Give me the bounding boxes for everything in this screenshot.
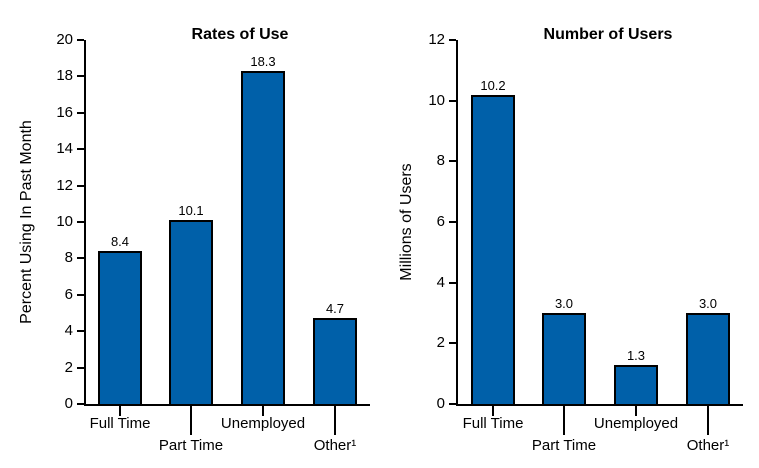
- y-tick: [449, 39, 456, 41]
- bar-value-label: 10.1: [178, 203, 204, 219]
- y-tick: [449, 99, 456, 102]
- y-tick: [449, 221, 456, 223]
- y-tick: [77, 366, 84, 369]
- y-tick-label: 8: [436, 152, 445, 170]
- y-tick-label: 4: [436, 273, 445, 291]
- y-tick: [77, 293, 84, 296]
- y-tick-label: 6: [64, 285, 73, 303]
- y-tick-label: 10: [56, 213, 73, 230]
- x-tick: [119, 406, 121, 416]
- y-tick: [77, 221, 84, 223]
- y-tick-label: 2: [64, 358, 73, 376]
- y-tick-label: 14: [56, 140, 73, 158]
- x-category-label: Other¹: [313, 437, 357, 454]
- x-tick: [262, 406, 264, 416]
- x-tick: [707, 406, 709, 435]
- chart-title: Rates of Use: [191, 26, 289, 44]
- x-category-label: Full Time: [462, 415, 524, 432]
- y-tick: [77, 184, 84, 187]
- y-tick: [77, 75, 84, 78]
- bar: [471, 94, 515, 406]
- bar: [614, 364, 658, 406]
- y-tick-label: 2: [436, 334, 445, 352]
- y-tick-label: 20: [56, 31, 73, 48]
- bar-value-label: 3.0: [698, 296, 718, 311]
- bar: [313, 318, 357, 406]
- x-category-label: Part Time: [531, 437, 597, 454]
- y-tick-label: 18: [56, 67, 73, 85]
- x-category-label: Other¹: [686, 437, 730, 454]
- bar: [686, 313, 730, 406]
- bar-value-label: 8.4: [110, 234, 130, 250]
- y-tick-label: 12: [56, 176, 73, 194]
- y-tick: [449, 403, 456, 405]
- bar-value-label: 18.3: [250, 53, 276, 69]
- x-category-label: Unemployed: [220, 415, 306, 432]
- y-tick-label: 10: [428, 91, 445, 109]
- x-tick: [334, 406, 336, 435]
- y-axis-line: [456, 40, 458, 406]
- x-axis-line: [456, 404, 743, 406]
- y-tick-label: 16: [56, 103, 73, 121]
- bar-value-label: 1.3: [626, 347, 646, 363]
- y-tick-label: 0: [436, 395, 445, 412]
- y-tick: [77, 148, 84, 151]
- y-tick-label: 0: [64, 395, 73, 412]
- bar-value-label: 10.2: [480, 77, 506, 93]
- y-tick-label: 6: [436, 213, 445, 230]
- chart-title: Number of Users: [543, 26, 673, 44]
- bar-value-label: 3.0: [554, 296, 574, 311]
- x-category-label: Unemployed: [593, 415, 679, 432]
- y-axis-line: [84, 40, 86, 406]
- y-tick: [77, 403, 84, 405]
- bar: [98, 251, 142, 406]
- y-tick: [449, 281, 456, 284]
- x-tick: [635, 406, 637, 416]
- x-category-label: Part Time: [158, 437, 224, 454]
- y-tick: [77, 111, 84, 114]
- x-category-label: Full Time: [89, 415, 151, 432]
- y-tick: [77, 330, 84, 333]
- bar: [169, 220, 213, 406]
- y-tick-label: 8: [64, 249, 73, 267]
- bar: [542, 313, 586, 406]
- x-axis-line: [84, 404, 370, 406]
- y-tick: [449, 160, 456, 163]
- x-tick: [190, 406, 192, 435]
- x-tick: [563, 406, 565, 435]
- y-tick-label: 4: [64, 322, 73, 340]
- y-tick-label: 12: [428, 31, 445, 48]
- y-tick: [77, 39, 84, 41]
- bar: [241, 70, 285, 406]
- x-tick: [492, 406, 494, 416]
- y-tick: [449, 342, 456, 345]
- y-tick: [77, 257, 84, 260]
- bar-value-label: 4.7: [325, 301, 345, 317]
